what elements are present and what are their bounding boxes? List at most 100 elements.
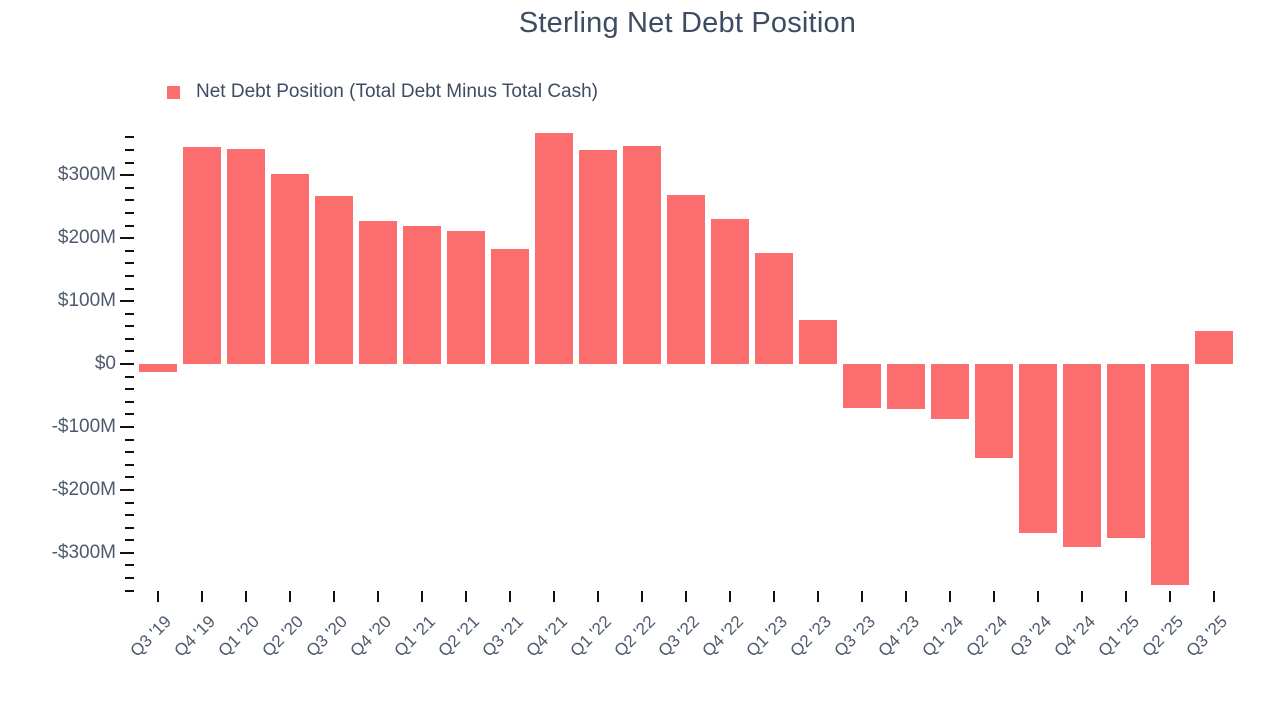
y-axis-minor-tick xyxy=(125,337,134,340)
bar[interactable] xyxy=(403,225,442,364)
y-axis-minor-tick xyxy=(125,400,134,403)
bar[interactable] xyxy=(931,364,970,420)
bar[interactable] xyxy=(271,173,310,364)
y-axis-minor-tick xyxy=(125,514,134,516)
bar[interactable] xyxy=(755,252,794,364)
y-axis-tick-label: $300M xyxy=(57,164,116,186)
bar[interactable] xyxy=(975,364,1014,459)
y-axis-minor-tick xyxy=(125,224,134,227)
bar[interactable] xyxy=(1107,364,1146,539)
x-axis-tick xyxy=(1213,591,1216,602)
bar[interactable] xyxy=(139,364,178,372)
y-axis-tick-label: -$100M xyxy=(51,415,116,437)
bar[interactable] xyxy=(579,150,618,364)
bar[interactable] xyxy=(491,248,530,364)
bar[interactable] xyxy=(1063,364,1102,548)
bar[interactable] xyxy=(1019,364,1058,533)
x-axis-tick xyxy=(1125,591,1128,602)
y-axis-tick-label: $200M xyxy=(57,227,116,249)
y-axis-major-tick xyxy=(120,300,134,303)
bar[interactable] xyxy=(887,364,926,410)
x-axis-tick xyxy=(553,591,556,602)
x-axis-tick xyxy=(993,591,996,602)
y-axis-major-tick xyxy=(120,237,134,240)
y-axis-major-tick xyxy=(120,488,134,491)
x-axis-tick-label: Q1 '22 xyxy=(566,612,615,661)
x-axis-tick-label: Q3 '19 xyxy=(126,612,175,661)
y-axis-minor-tick xyxy=(125,476,134,479)
x-axis-tick-label: Q4 '24 xyxy=(1050,612,1099,661)
y-axis-minor-tick xyxy=(125,589,134,592)
y-axis-tick-label: $0 xyxy=(94,353,116,374)
x-axis-tick xyxy=(1037,591,1040,602)
y-axis-minor-tick xyxy=(125,577,134,579)
x-axis-tick xyxy=(245,591,248,602)
y-axis-tick-label: -$200M xyxy=(51,478,116,500)
y-axis-minor-tick xyxy=(125,212,134,214)
bar[interactable] xyxy=(1151,364,1190,585)
bar[interactable] xyxy=(711,218,750,364)
x-axis-tick xyxy=(597,591,600,602)
bar[interactable] xyxy=(623,146,662,364)
x-axis-tick-label: Q3 '21 xyxy=(478,612,527,661)
bar[interactable] xyxy=(183,146,222,364)
x-axis-tick-label: Q2 '23 xyxy=(786,612,835,661)
x-axis-tick-label: Q4 '21 xyxy=(522,612,571,661)
x-axis-tick xyxy=(421,591,424,602)
y-axis-minor-tick xyxy=(125,312,134,315)
x-axis-tick xyxy=(641,591,644,602)
y-axis-minor-tick xyxy=(125,262,134,265)
bar[interactable] xyxy=(315,196,354,364)
x-axis-tick xyxy=(377,591,380,602)
y-axis-minor-tick xyxy=(125,274,134,277)
x-axis-tick xyxy=(905,591,908,602)
bar[interactable] xyxy=(843,364,882,409)
x-axis-tick-label: Q2 '21 xyxy=(434,612,483,661)
x-axis-tick-label: Q2 '24 xyxy=(962,612,1011,661)
y-axis-minor-tick xyxy=(125,413,134,416)
y-axis-major-tick xyxy=(120,551,134,554)
y-axis-minor-tick xyxy=(125,350,134,353)
x-axis-tick xyxy=(729,591,732,602)
legend-item[interactable]: Net Debt Position (Total Debt Minus Tota… xyxy=(167,80,598,104)
x-axis-tick-label: Q4 '23 xyxy=(874,612,923,661)
bar[interactable] xyxy=(447,230,486,364)
x-axis-tick-label: Q3 '24 xyxy=(1006,612,1055,661)
legend-label: Net Debt Position (Total Debt Minus Tota… xyxy=(196,81,598,102)
y-axis-minor-tick xyxy=(125,325,134,328)
bar[interactable] xyxy=(535,133,574,364)
y-axis-minor-tick xyxy=(125,249,134,252)
y-axis-tick-label: $100M xyxy=(57,290,116,312)
y-axis-minor-tick xyxy=(125,564,134,567)
y-axis-minor-tick xyxy=(125,199,134,202)
y-axis-minor-tick xyxy=(125,161,134,164)
x-axis-tick xyxy=(201,591,204,602)
x-axis-tick xyxy=(773,591,776,602)
bar[interactable] xyxy=(1195,331,1234,364)
bar[interactable] xyxy=(227,149,266,364)
y-axis-minor-tick xyxy=(125,287,134,290)
x-axis-tick-label: Q4 '20 xyxy=(346,612,395,661)
bar[interactable] xyxy=(799,319,838,364)
x-axis-tick xyxy=(465,591,468,602)
x-axis-tick-label: Q4 '19 xyxy=(170,612,219,661)
y-axis-minor-tick xyxy=(125,186,134,189)
y-axis-major-tick xyxy=(120,425,134,428)
x-axis-tick-label: Q1 '21 xyxy=(390,612,439,661)
chart-title: Sterling Net Debt Position xyxy=(518,7,857,39)
x-axis-tick-label: Q1 '20 xyxy=(214,612,263,661)
y-axis-minor-tick xyxy=(125,539,134,542)
x-axis-tick xyxy=(157,591,160,602)
x-axis-tick xyxy=(861,591,864,602)
y-axis-minor-tick xyxy=(125,388,134,391)
y-axis-minor-tick xyxy=(125,375,134,378)
bar[interactable] xyxy=(359,221,398,364)
bar[interactable] xyxy=(667,195,706,364)
y-axis-minor-tick xyxy=(125,526,134,529)
x-axis-tick-label: Q3 '20 xyxy=(302,612,351,661)
x-axis-tick-label: Q1 '23 xyxy=(742,612,791,661)
y-axis-tick-label: -$300M xyxy=(51,541,116,563)
y-axis-major-tick xyxy=(120,174,134,177)
x-axis-tick xyxy=(289,591,292,602)
